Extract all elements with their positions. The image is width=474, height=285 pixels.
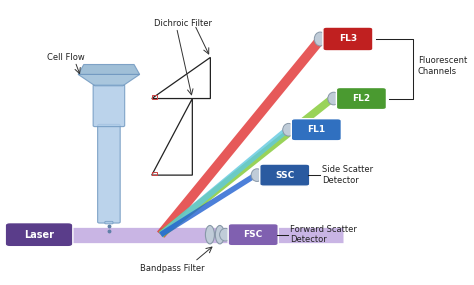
- FancyBboxPatch shape: [292, 119, 341, 141]
- Text: SSC: SSC: [275, 171, 294, 180]
- Ellipse shape: [328, 92, 339, 105]
- Ellipse shape: [314, 32, 326, 46]
- Text: Side Scatter
Detector: Side Scatter Detector: [322, 165, 373, 185]
- FancyBboxPatch shape: [105, 221, 113, 224]
- Ellipse shape: [205, 225, 214, 244]
- Text: Laser: Laser: [24, 230, 54, 240]
- Text: FL3: FL3: [339, 34, 357, 44]
- Text: FL1: FL1: [307, 125, 325, 134]
- Ellipse shape: [215, 225, 224, 244]
- Text: Forward Scatter
Detector: Forward Scatter Detector: [291, 225, 357, 244]
- Text: Fluorescent
Channels: Fluorescent Channels: [418, 56, 467, 76]
- Ellipse shape: [219, 228, 231, 241]
- Text: FL2: FL2: [352, 94, 371, 103]
- Text: FSC: FSC: [244, 230, 263, 239]
- Polygon shape: [78, 74, 140, 86]
- Text: Cell Flow: Cell Flow: [47, 53, 85, 62]
- Text: Dichroic Filter: Dichroic Filter: [155, 19, 212, 28]
- FancyBboxPatch shape: [98, 124, 120, 223]
- FancyBboxPatch shape: [228, 224, 278, 246]
- Ellipse shape: [251, 169, 263, 182]
- FancyBboxPatch shape: [337, 87, 386, 110]
- FancyBboxPatch shape: [5, 223, 73, 247]
- Polygon shape: [78, 64, 140, 74]
- FancyBboxPatch shape: [260, 164, 310, 186]
- Text: Bandpass Filter: Bandpass Filter: [140, 264, 204, 273]
- Ellipse shape: [283, 123, 294, 136]
- FancyBboxPatch shape: [93, 85, 125, 127]
- FancyBboxPatch shape: [323, 27, 373, 51]
